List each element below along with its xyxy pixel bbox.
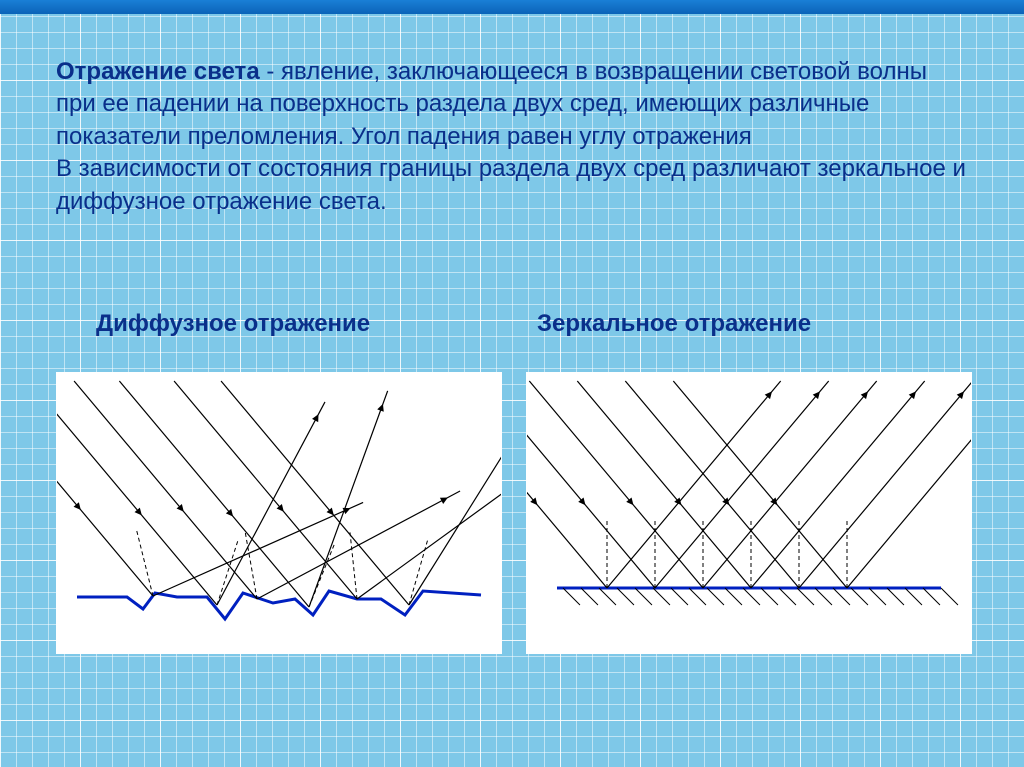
panel-diffuse	[56, 372, 502, 654]
topbar	[0, 0, 1024, 14]
subtitle-diffuse: Диффузное отражение	[56, 310, 527, 338]
paragraph-2: В зависимости от состояния границы разде…	[56, 155, 966, 214]
subtitles-row: Диффузное отражение Зеркальное отражение	[56, 310, 968, 338]
figures-row	[56, 372, 968, 654]
term: Отражение света	[56, 58, 260, 85]
panel-specular	[526, 372, 972, 654]
diagram-diffuse	[57, 373, 501, 653]
subtitle-specular: Зеркальное отражение	[527, 310, 968, 338]
diagram-specular	[527, 373, 971, 653]
definition-block: Отражение света - явление, заключающееся…	[56, 56, 968, 218]
